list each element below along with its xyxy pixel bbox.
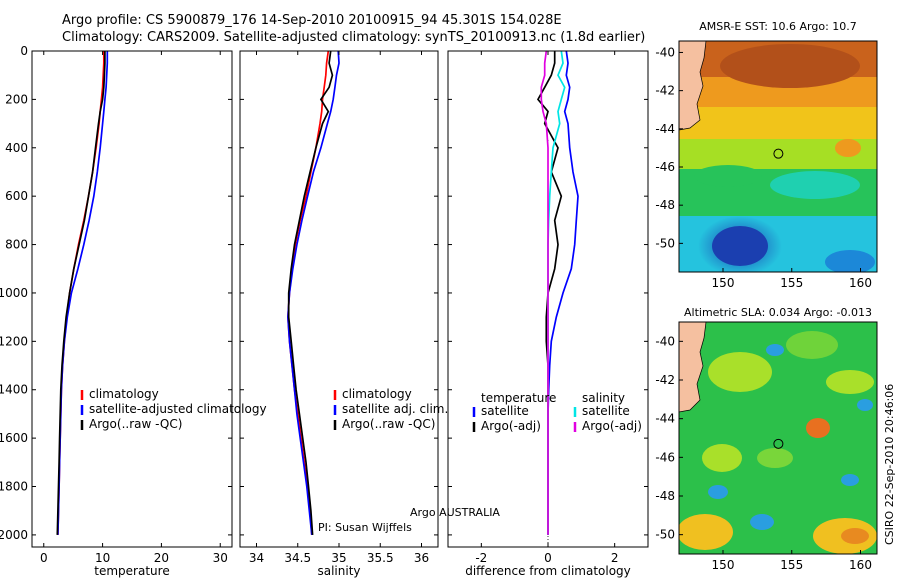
salinity-xtick-label: 34 (249, 551, 264, 565)
sst-map-image (679, 41, 877, 272)
depth-tick-label: 200 (5, 92, 28, 106)
depth-tick-label: 600 (5, 189, 28, 203)
difference-series-temperature-satellite (547, 51, 579, 535)
argo-program-text: Argo AUSTRALIA (410, 506, 500, 519)
sst-map-ytick-label: -50 (655, 236, 675, 250)
sla-map-ytick-label: -50 (655, 528, 675, 542)
temperature-xtick-label: 20 (154, 551, 169, 565)
difference-xtick-label: 2 (611, 551, 619, 565)
difference-legend-label: satellite (481, 404, 529, 418)
header-line-1: Argo profile: CS 5900879_176 14-Sep-2010… (62, 13, 562, 28)
difference-axis-label: difference from climatology (465, 564, 631, 578)
salinity-series-argo-raw-qc- (287, 51, 334, 535)
temperature-series-argo-raw-qc- (56, 51, 106, 535)
sst-map-ytick-label: -44 (655, 122, 675, 136)
salinity-legend-label: climatology (342, 387, 412, 401)
difference-legend-label: Argo(-adj) (481, 419, 541, 433)
salinity-xtick-label: 34.5 (284, 551, 311, 565)
sla-map-ytick-label: -42 (655, 373, 675, 387)
difference-series-temperature-argo-adj- (536, 51, 563, 535)
difference-series-group (536, 51, 579, 547)
temperature-xtick-label: 30 (213, 551, 228, 565)
sla-map-profile-marker (773, 438, 784, 449)
temperature-series-climatology (57, 51, 105, 535)
temperature-xtick-label: 0 (40, 551, 48, 565)
csiro-timestamp-text: CSIRO 22-Sep-2010 20:46:06 (883, 384, 896, 545)
header-line-2: Climatology: CARS2009. Satellite-adjuste… (62, 30, 646, 45)
pi-name-text: PI: Susan Wijffels (318, 521, 412, 534)
sst-map-xtick-label: 160 (849, 276, 872, 290)
sst-map-title: AMSR-E SST: 10.6 Argo: 10.7 (699, 20, 857, 33)
sst-map-xtick-label: 150 (712, 276, 735, 290)
depth-tick-label: 1200 (0, 334, 28, 348)
sla-map-title: Altimetric SLA: 0.034 Argo: -0.013 (684, 306, 872, 319)
difference-legend-label: satellite (582, 404, 630, 418)
sst-map-ytick-label: -48 (655, 198, 675, 212)
sla-map-xtick-label: 160 (849, 558, 872, 572)
depth-tick-label: 1400 (0, 383, 28, 397)
sst-map-ytick-label: -42 (655, 84, 675, 98)
sla-map-image (679, 322, 877, 554)
salinity-xtick-label: 35 (331, 551, 346, 565)
difference-xtick-label: -2 (475, 551, 487, 565)
sst-map-xtick-label: 155 (780, 276, 803, 290)
temperature-legend-label: satellite-adjusted climatology (89, 402, 267, 416)
salinity-xtick-label: 35.5 (367, 551, 394, 565)
difference-legend-header-temperature: temperature (481, 391, 556, 405)
sla-map-ytick-label: -40 (655, 334, 675, 348)
temperature-legend-label: Argo(..raw -QC) (89, 417, 182, 431)
salinity-axes-frame (239, 50, 439, 548)
sla-map-frame (678, 321, 878, 555)
sst-map-profile-marker (773, 148, 784, 159)
depth-tick-label: 400 (5, 141, 28, 155)
depth-tick-label: 800 (5, 238, 28, 252)
temperature-axis-label: temperature (94, 564, 169, 578)
sst-map-ytick-label: -46 (655, 160, 675, 174)
salinity-series-group (287, 51, 340, 535)
depth-tick-label: 0 (20, 44, 28, 58)
depth-tick-label: 2000 (0, 528, 28, 542)
sst-map-ytick-label: -40 (655, 45, 675, 59)
difference-xtick-label: 0 (544, 551, 552, 565)
sla-map-ytick-label: -44 (655, 412, 675, 426)
salinity-xtick-label: 36 (414, 551, 429, 565)
depth-tick-label: 1600 (0, 431, 28, 445)
sla-map-ytick-label: -48 (655, 489, 675, 503)
depth-tick-label: 1800 (0, 480, 28, 494)
temperature-legend-label: climatology (89, 387, 159, 401)
temperature-series-group (56, 51, 109, 535)
temperature-xtick-label: 10 (95, 551, 110, 565)
salinity-axis-label: salinity (317, 564, 360, 578)
difference-series-salinity-argo-adj- (540, 51, 549, 535)
sla-map-xtick-label: 150 (712, 558, 735, 572)
sla-map-ytick-label: -46 (655, 450, 675, 464)
sst-map-frame (678, 40, 878, 273)
salinity-legend-label: Argo(..raw -QC) (342, 417, 435, 431)
temperature-axes-frame (31, 50, 233, 548)
salinity-series-satellite-adj-clim- (287, 51, 340, 535)
depth-tick-label: 1000 (0, 286, 28, 300)
sla-map-xtick-label: 155 (780, 558, 803, 572)
salinity-legend-label: satellite adj. clim. (342, 402, 448, 416)
difference-legend-header-salinity: salinity (582, 391, 625, 405)
difference-legend-label: Argo(-adj) (582, 419, 642, 433)
